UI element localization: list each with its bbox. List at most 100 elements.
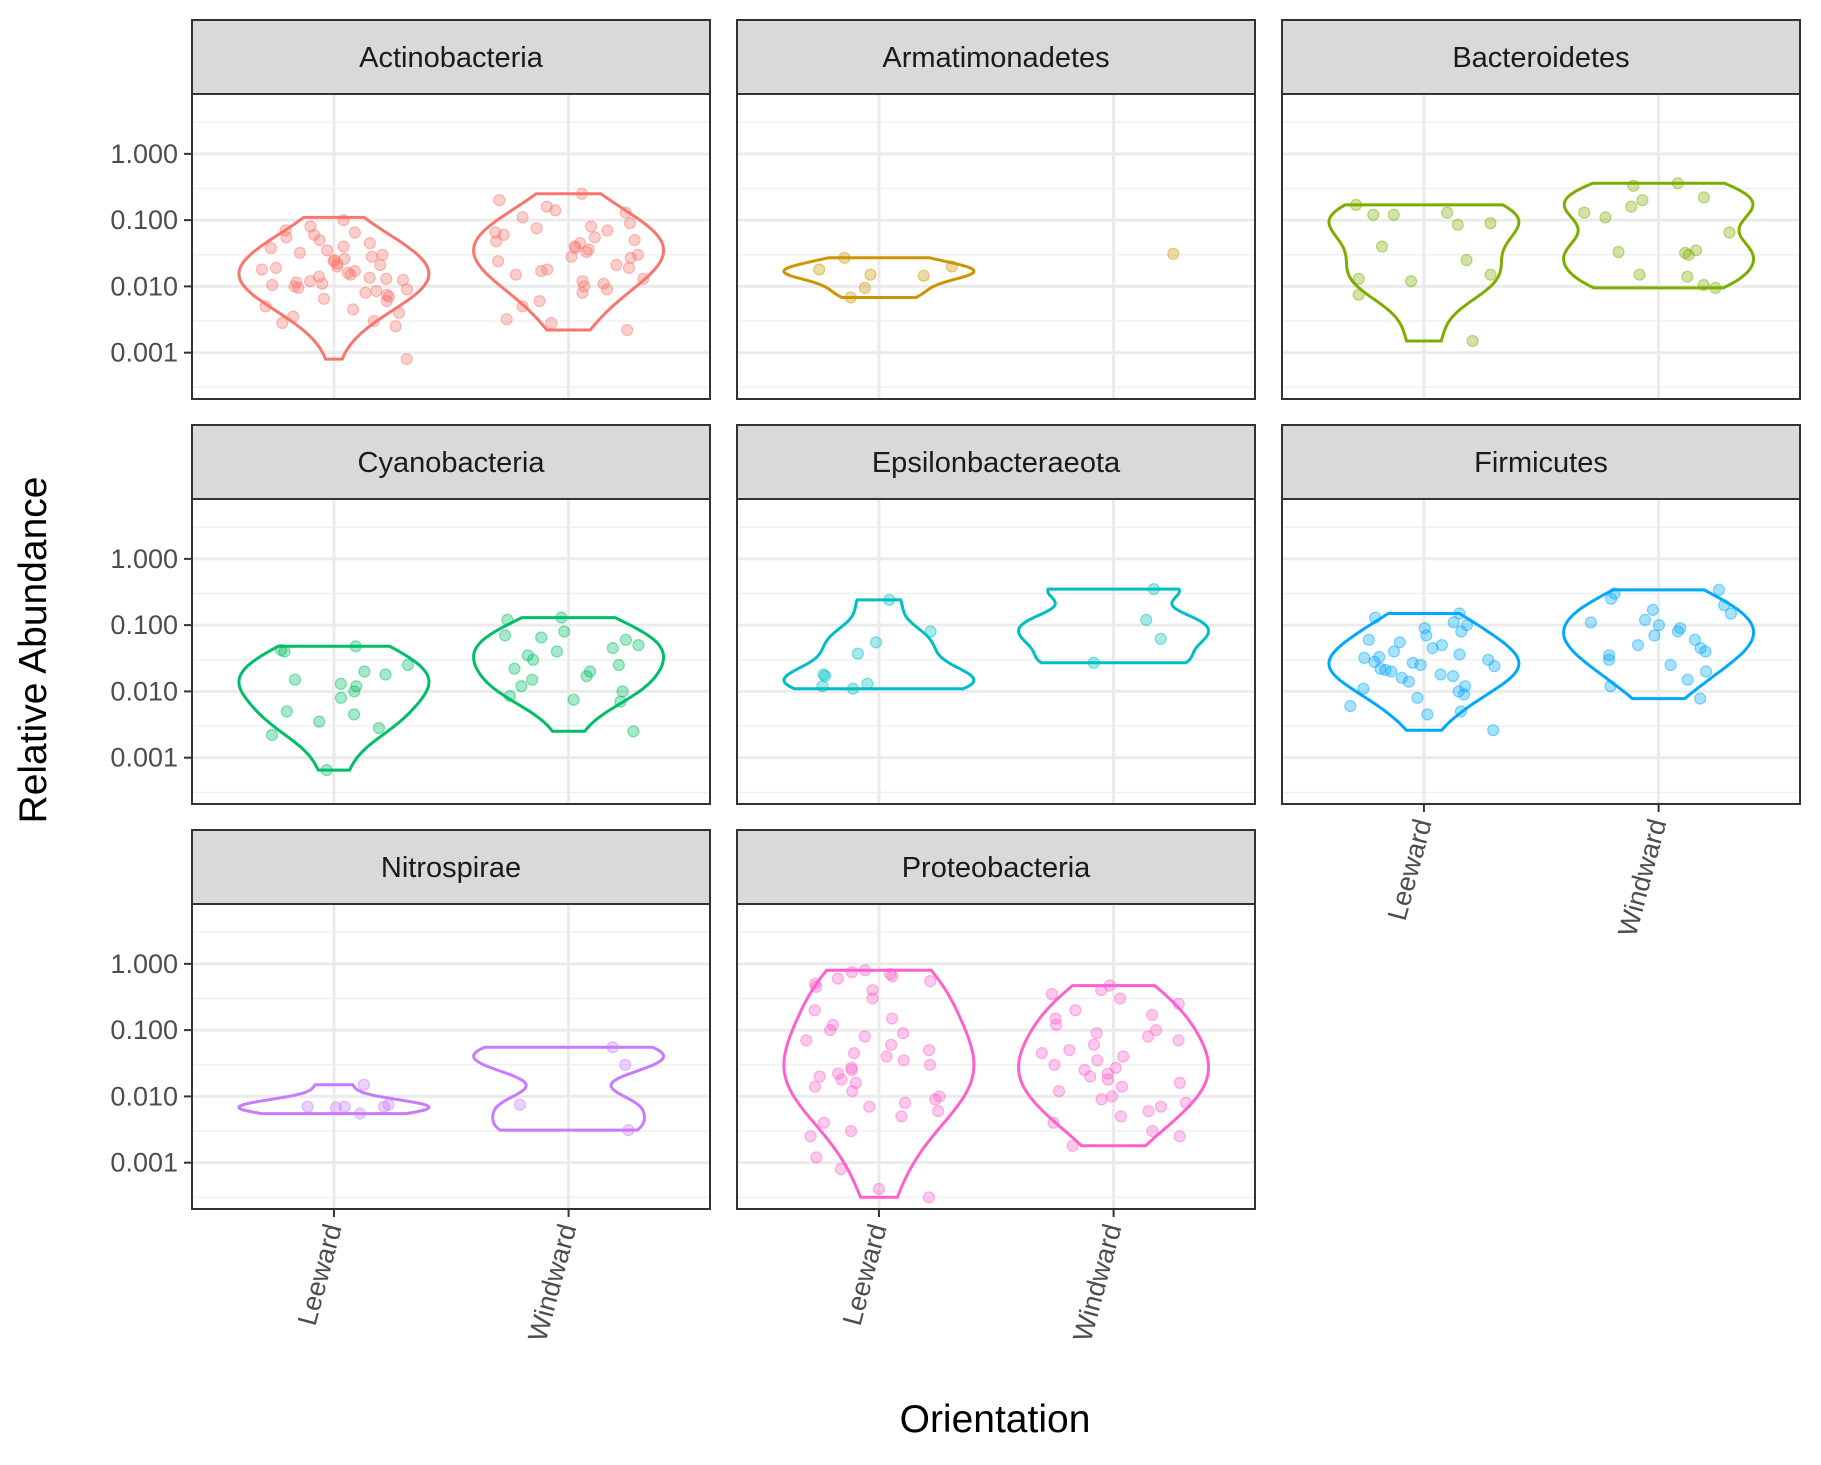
- panel-border: [736, 498, 1256, 805]
- data-point: [845, 1061, 858, 1074]
- data-point: [810, 1151, 823, 1164]
- data-point: [1452, 685, 1465, 698]
- data-point: [1460, 618, 1474, 632]
- data-point: [844, 291, 857, 304]
- y-tick-label: 0.001: [110, 743, 178, 773]
- plot-background: [1282, 499, 1800, 804]
- violin-leeward: [237, 1083, 431, 1116]
- data-point: [569, 241, 582, 255]
- data-point: [1454, 705, 1468, 718]
- data-point: [359, 286, 372, 299]
- data-point: [924, 625, 937, 638]
- data-point: [845, 965, 859, 979]
- data-point: [582, 243, 595, 256]
- data-point: [380, 272, 393, 285]
- plot-background: [737, 499, 1255, 804]
- facet-strip: [191, 19, 711, 95]
- data-point: [382, 290, 395, 303]
- data-point: [1105, 1090, 1119, 1103]
- data-point: [858, 1030, 871, 1043]
- data-point: [1084, 1070, 1097, 1083]
- data-point: [1095, 984, 1108, 997]
- data-point: [1636, 194, 1649, 207]
- data-point: [1671, 625, 1685, 638]
- data-point: [835, 1073, 848, 1086]
- data-point: [1604, 592, 1618, 605]
- data-point: [1358, 651, 1371, 665]
- panel-epsilonbacteraeota: Epsilonbacteraeota: [736, 424, 1256, 805]
- data-point: [1154, 632, 1167, 646]
- data-point: [516, 300, 529, 313]
- data-point: [619, 1058, 632, 1071]
- data-point: [846, 1085, 859, 1098]
- data-point: [331, 257, 344, 270]
- facet-strip: [1281, 424, 1801, 500]
- data-point: [1694, 641, 1707, 655]
- panel-armatimonadetes: Armatimonadetes: [736, 19, 1256, 400]
- data-point: [353, 1107, 367, 1120]
- violin-leeward: [782, 598, 976, 691]
- data-point: [513, 1098, 527, 1111]
- data-point: [929, 1093, 942, 1106]
- data-point: [380, 288, 394, 301]
- data-point: [372, 721, 385, 735]
- data-point: [1069, 1004, 1082, 1017]
- data-point: [869, 636, 883, 649]
- facet-strip-label: Proteobacteria: [902, 852, 1091, 884]
- data-point: [897, 1054, 910, 1067]
- data-point: [1087, 1038, 1101, 1051]
- panel-border: [191, 93, 711, 400]
- panel-firmicutes: Firmicutes Leeward Windward: [1281, 424, 1801, 940]
- y-axis-title: Relative Abundance: [12, 477, 55, 824]
- data-point: [1674, 622, 1687, 635]
- data-point: [341, 266, 354, 279]
- data-point: [1602, 649, 1616, 662]
- data-point: [533, 295, 546, 308]
- data-point: [619, 206, 632, 219]
- data-point: [1612, 245, 1625, 259]
- data-point: [521, 649, 534, 662]
- data-point: [264, 241, 277, 255]
- data-point: [817, 1116, 831, 1129]
- data-point: [823, 1023, 837, 1037]
- data-point: [1066, 1139, 1079, 1152]
- data-point: [490, 235, 503, 248]
- facet-strip-label: Actinobacteria: [359, 42, 544, 74]
- data-point: [1140, 613, 1153, 627]
- x-tick-label: Windward: [522, 1221, 582, 1345]
- facet-panels: Actinobacteria 0.001 0.010 0.100 1.000 Armati…: [110, 19, 1801, 1345]
- data-point: [400, 283, 414, 296]
- violin-windward: [472, 1045, 666, 1132]
- data-point: [1681, 673, 1694, 686]
- data-point: [530, 222, 543, 235]
- data-point: [308, 228, 321, 241]
- data-point: [1172, 997, 1185, 1010]
- data-point: [321, 244, 334, 257]
- y-tick-label: 0.010: [110, 271, 178, 301]
- data-point: [573, 237, 587, 250]
- data-point: [1697, 191, 1711, 204]
- data-point: [834, 1162, 847, 1176]
- data-point: [1146, 1124, 1159, 1138]
- data-point: [1050, 1018, 1063, 1032]
- data-point: [348, 685, 361, 698]
- data-point: [1352, 288, 1365, 301]
- data-point: [1047, 1116, 1060, 1129]
- y-tick-label: 1.000: [110, 544, 178, 574]
- violin-windward: [472, 616, 666, 733]
- panel-border: [1281, 93, 1801, 400]
- data-point: [883, 593, 896, 607]
- data-point: [863, 1100, 876, 1113]
- data-point: [1035, 1046, 1048, 1060]
- data-point: [367, 315, 380, 328]
- data-point: [575, 187, 589, 200]
- data-point: [1671, 177, 1684, 190]
- facet-strip: [736, 829, 1256, 905]
- data-point: [1393, 636, 1406, 649]
- data-point: [1447, 616, 1460, 629]
- data-point: [1699, 645, 1712, 658]
- facet-strip-label: Bacteroidetes: [1452, 42, 1629, 74]
- data-point: [1717, 599, 1731, 612]
- data-point: [898, 1096, 912, 1109]
